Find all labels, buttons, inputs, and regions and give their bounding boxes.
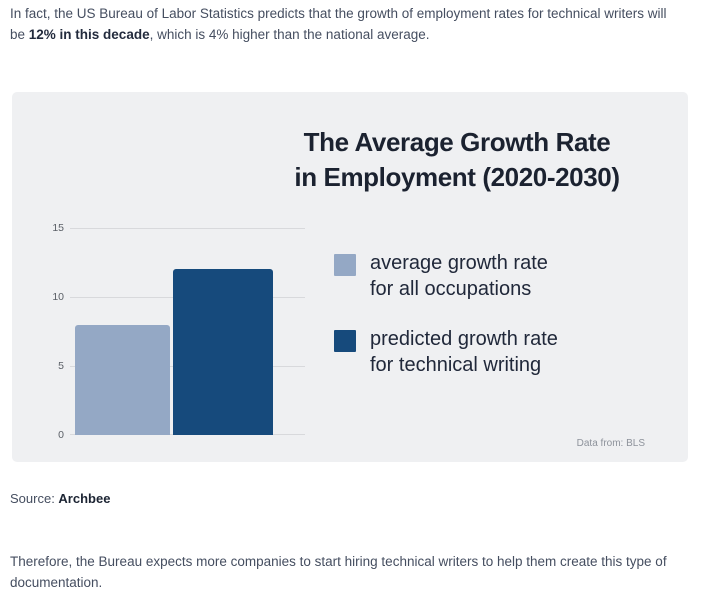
bar-chart-plot: 15 10 5 0 — [52, 222, 305, 441]
legend-label-line2: for all occupations — [370, 278, 532, 300]
chart-title-line2: in Employment (2020-2030) — [294, 162, 620, 192]
intro-text-bold: 12% in this decade — [28, 27, 150, 42]
y-axis-tick-10: 10 — [52, 290, 64, 303]
chart-card: The Average Growth Rate in Employment (2… — [12, 92, 688, 462]
legend-item-predicted-growth: predicted growth rate for technical writ… — [334, 326, 558, 378]
bar-average-growth-all-occupations — [75, 324, 170, 435]
source-label: Source: — [10, 491, 59, 506]
gridline-15 — [70, 228, 305, 229]
legend-label-line1: predicted growth rate — [370, 328, 558, 350]
closing-paragraph: Therefore, the Bureau expects more compa… — [10, 554, 667, 590]
intro-text-after: , which is 4% higher than the national a… — [149, 27, 430, 42]
intro-paragraph: In fact, the US Bureau of Labor Statisti… — [10, 3, 672, 45]
y-axis-tick-0: 0 — [58, 429, 64, 441]
intro-text-before: In fact, the US Bureau of Labor Statisti… — [10, 6, 667, 42]
legend-item-average-growth: average growth rate for all occupations — [334, 250, 558, 302]
legend-swatch-average-growth — [334, 254, 356, 276]
bar-predicted-growth-technical-writing — [173, 269, 273, 435]
legend-swatch-predicted-growth — [334, 330, 356, 352]
legend-label-line2: for technical writing — [370, 354, 542, 376]
source-line: Source: Archbee — [10, 490, 110, 508]
chart-title-line1: The Average Growth Rate — [303, 127, 611, 157]
y-axis-tick-15: 15 — [52, 222, 64, 234]
legend-label-predicted-growth: predicted growth rate for technical writ… — [370, 326, 558, 378]
legend-label-line1: average growth rate — [370, 252, 548, 274]
chart-legend: average growth rate for all occupations … — [334, 250, 558, 402]
chart-title: The Average Growth Rate in Employment (2… — [262, 125, 652, 195]
legend-label-average-growth: average growth rate for all occupations — [370, 250, 548, 302]
source-link[interactable]: Archbee — [58, 491, 111, 506]
data-attribution: Data from: BLS — [576, 438, 645, 449]
y-axis-tick-5: 5 — [58, 360, 64, 372]
